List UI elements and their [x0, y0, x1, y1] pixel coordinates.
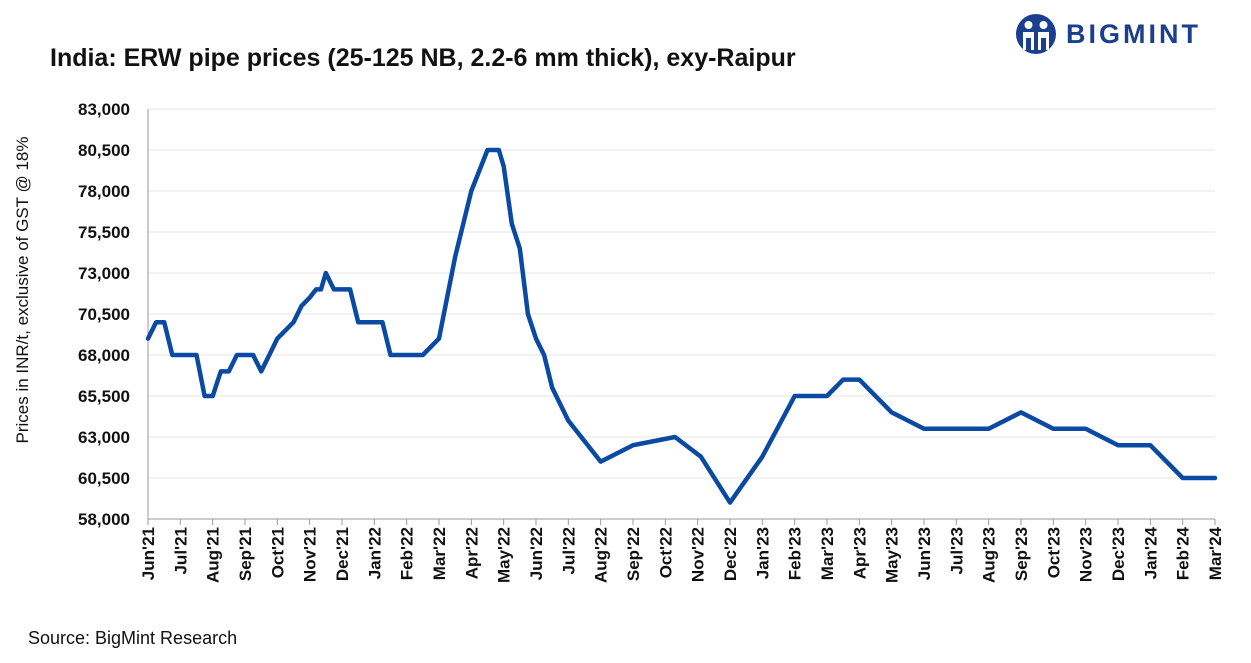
source-note: Source: BigMint Research: [28, 628, 238, 648]
x-tick-label: Jun'21: [139, 527, 158, 580]
x-tick-label: Oct'21: [268, 527, 287, 578]
axes: [147, 109, 1216, 525]
x-tick-label: Apr'23: [850, 527, 869, 579]
y-tick-label: 80,500: [78, 141, 130, 160]
series-line: [145, 147, 1218, 505]
x-tick-label: May'23: [883, 527, 902, 583]
brand-logo: BIGMINT: [1014, 12, 1201, 56]
x-tick-label: Jan'23: [753, 527, 772, 579]
x-tick-label: Oct'23: [1044, 527, 1063, 578]
series-group: [145, 147, 1218, 505]
y-tick-label: 83,000: [78, 100, 130, 119]
grid-lines: [148, 108, 1215, 479]
y-tick-label: 65,500: [78, 387, 130, 406]
x-tick-label: Oct'22: [656, 527, 675, 578]
y-tick-labels: 58,000 60,500 63,000 65,500 68,000 70,500 73,0…: [78, 100, 130, 529]
x-tick-label: Sep'23: [1012, 527, 1031, 581]
x-tick-label: Dec'22: [721, 527, 740, 581]
x-tick-label: Jul'21: [171, 527, 190, 575]
x-tick-label: Jun'22: [527, 527, 546, 580]
x-tick-label: Jul'22: [559, 527, 578, 575]
y-axis-label: Prices in INR/t, exclusive of GST @ 18%: [13, 137, 32, 444]
x-tick-label: Jul'23: [947, 527, 966, 575]
x-tick-label: Nov'21: [301, 527, 320, 582]
x-tick-label: Aug'22: [592, 527, 611, 583]
x-tick-label: Feb'24: [1174, 526, 1193, 580]
x-tick-label: Sep'21: [236, 527, 255, 581]
x-tick-label: Jan'24: [1141, 526, 1160, 579]
x-tick-label: Apr'22: [462, 527, 481, 579]
x-tick-label: Jun'23: [915, 527, 934, 580]
x-tick-label: Aug'23: [980, 527, 999, 583]
x-tick-label: Dec'21: [333, 527, 352, 581]
bigmint-logo-icon: [1016, 14, 1056, 54]
x-tick-label: Mar'23: [818, 527, 837, 580]
y-tick-label: 58,000: [78, 510, 130, 529]
x-tick-label: Jan'22: [365, 527, 384, 579]
x-tick-label: Feb'23: [786, 527, 805, 580]
x-tick-label: Mar'24: [1206, 526, 1225, 580]
x-tick-label: Sep'22: [624, 527, 643, 581]
y-tick-label: 78,000: [78, 182, 130, 201]
x-tick-label: Feb'22: [398, 527, 417, 580]
y-tick-label: 68,000: [78, 346, 130, 365]
x-tick-label: Nov'22: [689, 527, 708, 582]
chart-title: India: ERW pipe prices (25-125 NB, 2.2-6…: [50, 44, 796, 72]
x-tick-labels: Jun'21 Jul'21 Aug'21 Sep'21 Oct'21 Nov'21 Dec'…: [139, 526, 1225, 583]
x-tick-label: Mar'22: [430, 527, 449, 580]
x-tick-label: May'22: [495, 527, 514, 583]
y-tick-label: 60,500: [78, 469, 130, 488]
x-tick-label: Dec'23: [1109, 527, 1128, 581]
y-tick-label: 75,500: [78, 223, 130, 242]
brand-name: BIGMINT: [1066, 18, 1201, 49]
x-tick-label: Aug'21: [204, 527, 223, 583]
y-tick-label: 70,500: [78, 305, 130, 324]
x-tick-label: Nov'23: [1077, 527, 1096, 582]
y-tick-label: 63,000: [78, 428, 130, 447]
y-tick-label: 73,000: [78, 264, 130, 283]
